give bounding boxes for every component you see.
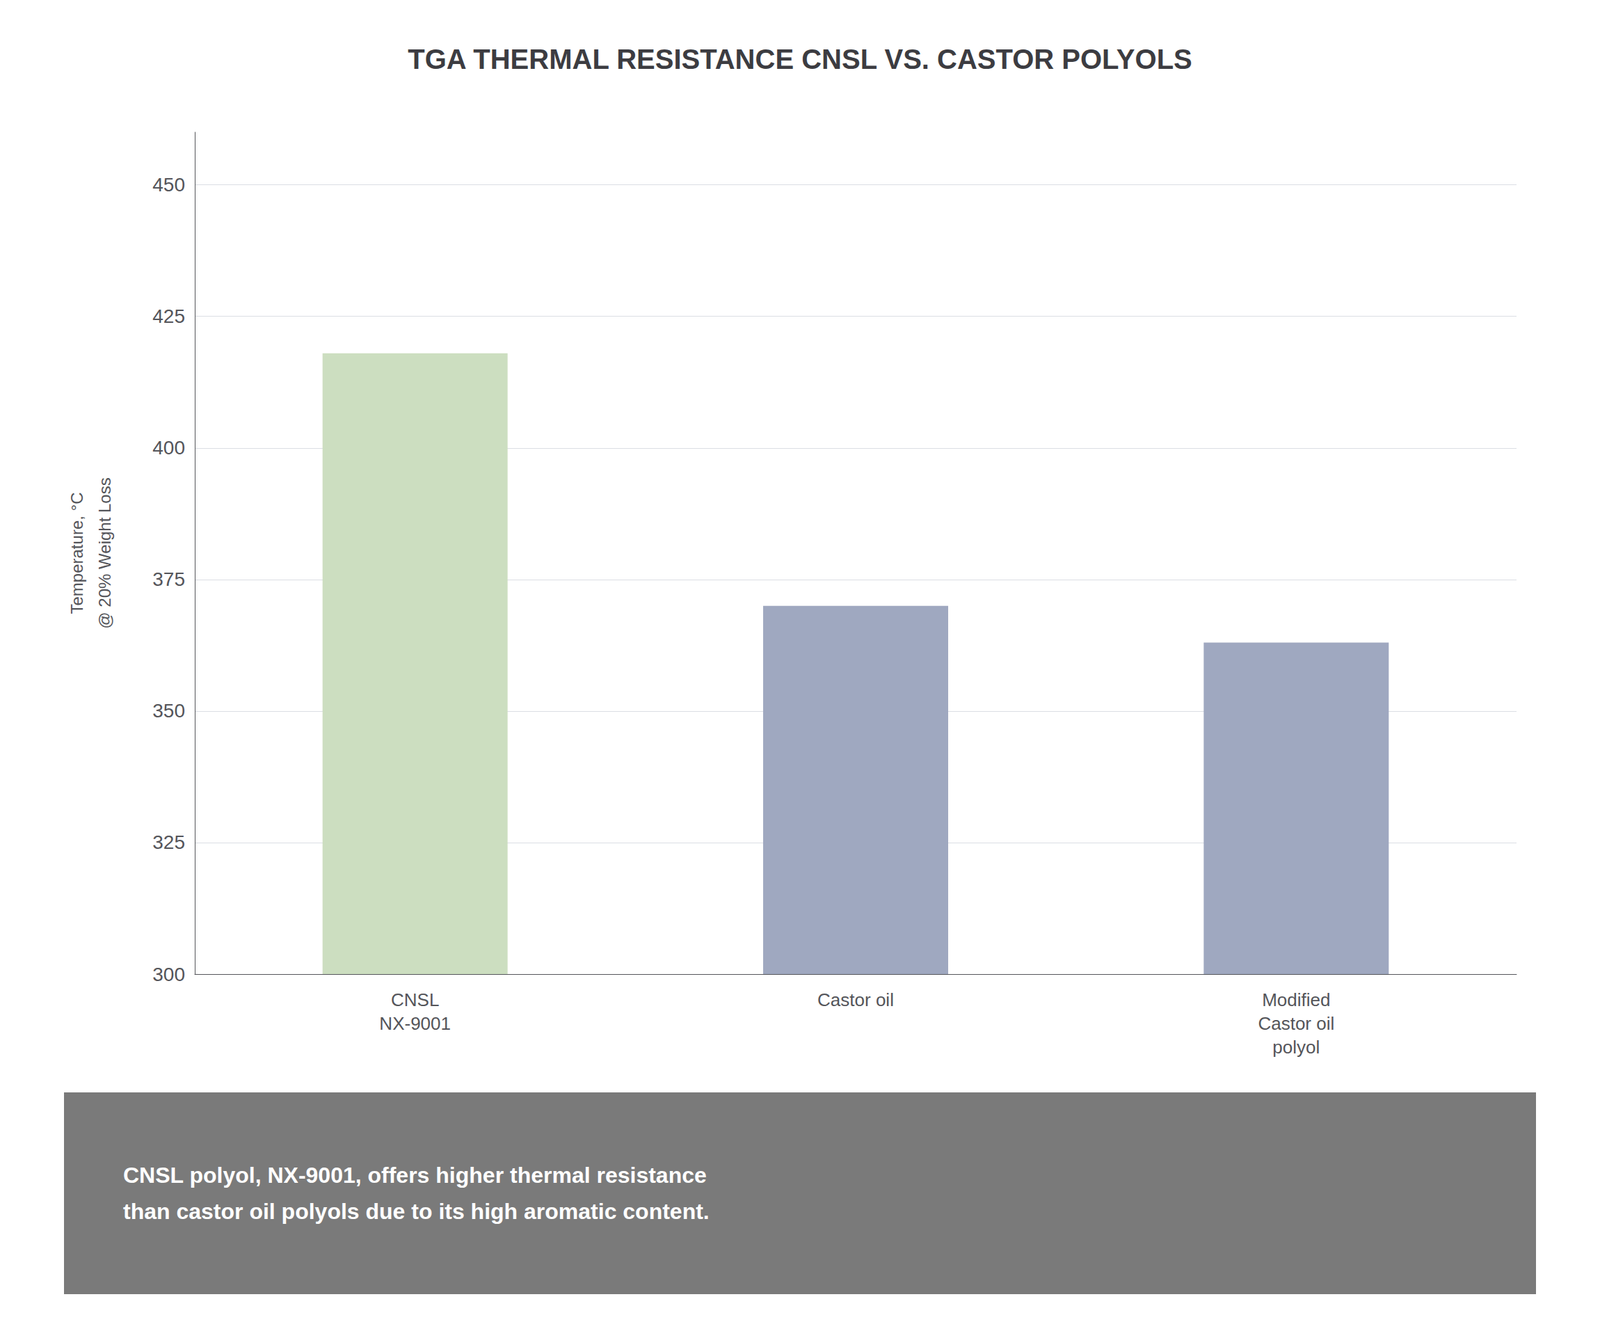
svg-text:NX-9001: NX-9001 [379,1012,451,1034]
svg-text:Modified: Modified [1261,989,1331,1011]
svg-text:TGA THERMAL RESISTANCE CNSL VS: TGA THERMAL RESISTANCE CNSL VS. CASTOR P… [407,43,1193,75]
svg-text:@ 20% Weight Loss: @ 20% Weight Loss [95,477,115,629]
svg-text:Castor oil: Castor oil [1257,1012,1335,1034]
svg-text:400: 400 [152,436,186,459]
svg-text:CNSL: CNSL [390,989,439,1011]
svg-text:425: 425 [152,305,186,327]
svg-text:Temperature, °C: Temperature, °C [67,492,87,615]
svg-text:375: 375 [152,568,186,590]
svg-text:Castor oil: Castor oil [817,989,894,1011]
svg-text:450: 450 [152,173,186,196]
svg-text:CNSL polyol, NX-9001, offers h: CNSL polyol, NX-9001, offers higher ther… [123,1162,707,1188]
svg-text:polyol: polyol [1272,1036,1320,1058]
svg-text:325: 325 [152,831,186,853]
svg-text:300: 300 [152,963,186,986]
svg-text:350: 350 [152,699,186,722]
svg-text:than castor oil polyols due to: than castor oil polyols due to its high … [123,1198,710,1224]
